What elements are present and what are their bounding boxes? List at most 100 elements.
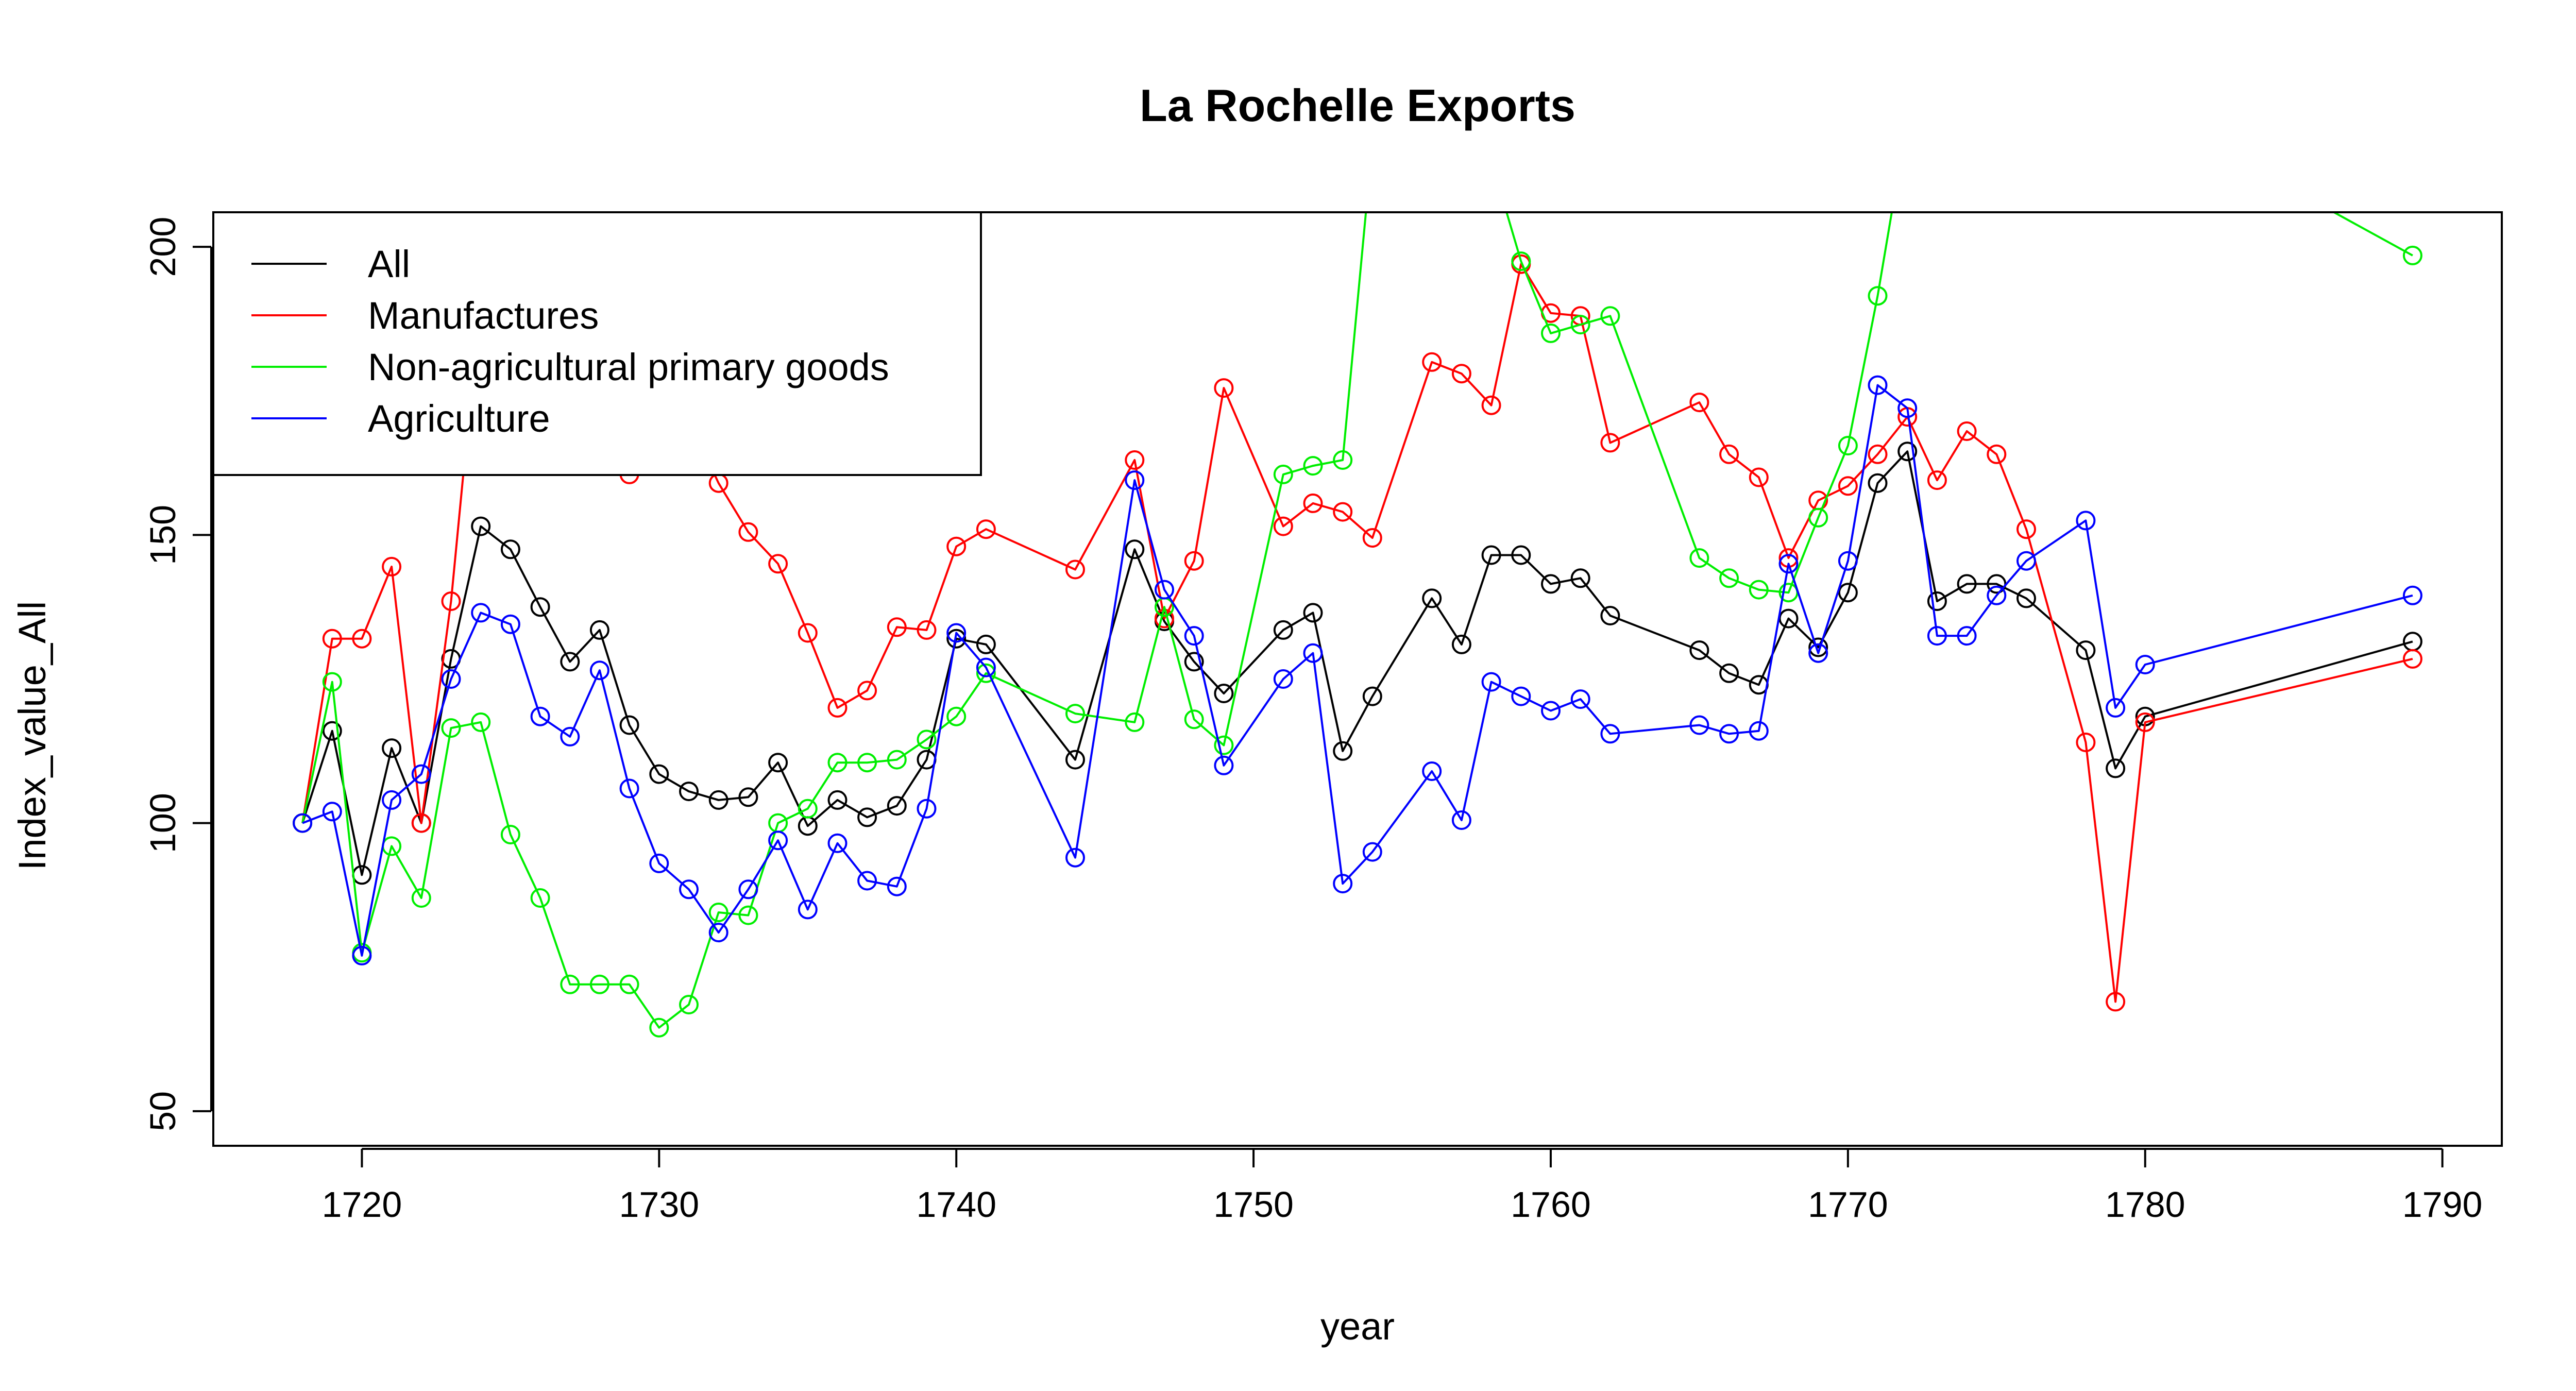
series-line xyxy=(302,384,2413,957)
x-tick-label: 1750 xyxy=(1213,1184,1294,1225)
y-tick-label: 100 xyxy=(143,793,183,853)
x-tick-label: 1770 xyxy=(1808,1184,1888,1225)
data-point xyxy=(352,629,372,649)
data-point xyxy=(471,516,491,536)
data-point xyxy=(1511,545,1531,565)
data-point xyxy=(857,807,877,827)
data-point xyxy=(1422,588,1442,608)
data-point xyxy=(1570,689,1590,709)
data-point xyxy=(2402,245,2422,265)
data-point xyxy=(1303,493,1323,513)
legend-box xyxy=(212,211,982,476)
data-point xyxy=(649,853,669,873)
data-point xyxy=(887,796,907,816)
data-point xyxy=(1451,364,1471,384)
data-point xyxy=(1303,643,1323,663)
data-point xyxy=(1600,606,1620,625)
data-point xyxy=(857,753,877,773)
legend: All Manufactures Non-agricultural primary … xyxy=(212,211,982,476)
data-point xyxy=(1719,568,1739,588)
data-point xyxy=(1868,444,1888,464)
data-point xyxy=(1927,626,1947,646)
data-point xyxy=(1184,626,1204,646)
data-point xyxy=(1928,8,1946,25)
data-point xyxy=(530,888,550,908)
data-point xyxy=(619,974,639,994)
data-point xyxy=(1838,436,1858,455)
data-point xyxy=(1481,672,1501,692)
data-point xyxy=(1719,663,1739,683)
data-point xyxy=(471,603,491,623)
data-point xyxy=(768,554,788,574)
data-point xyxy=(1214,378,1234,398)
data-point xyxy=(1333,502,1353,522)
data-point xyxy=(2106,992,2126,1012)
data-point xyxy=(2076,640,2096,660)
data-point xyxy=(1125,470,1145,490)
data-point xyxy=(1451,634,1471,654)
data-point xyxy=(1125,450,1145,470)
x-tick-label: 1760 xyxy=(1511,1184,1591,1225)
data-point xyxy=(2077,54,2094,71)
data-point xyxy=(1868,286,1888,306)
data-point xyxy=(1362,842,1382,862)
data-point xyxy=(649,1017,669,1038)
data-point xyxy=(500,539,520,559)
data-point xyxy=(1125,539,1145,559)
data-point xyxy=(1600,306,1620,326)
data-point xyxy=(708,790,728,810)
data-point xyxy=(1184,709,1204,730)
data-point xyxy=(532,192,549,210)
legend-label: All xyxy=(368,243,410,285)
data-point xyxy=(441,718,461,738)
x-tick-label: 1780 xyxy=(2105,1184,2185,1225)
data-point xyxy=(589,620,609,640)
legend-item: Agriculture xyxy=(251,397,550,440)
data-point xyxy=(1927,591,1947,611)
data-point xyxy=(768,830,788,851)
data-point xyxy=(322,721,342,741)
data-point xyxy=(2106,698,2126,718)
data-point xyxy=(1927,470,1947,490)
data-point xyxy=(917,730,937,750)
data-point xyxy=(530,706,550,726)
y-tick-label: 150 xyxy=(143,505,183,565)
legend-item: Manufactures xyxy=(251,294,599,337)
data-point xyxy=(1868,473,1888,493)
data-point xyxy=(382,738,402,758)
series-line xyxy=(301,212,2413,1029)
x-tick-label: 1730 xyxy=(619,1184,699,1225)
data-point xyxy=(738,787,758,807)
data-point xyxy=(500,614,520,634)
data-point xyxy=(1362,686,1382,706)
data-point xyxy=(352,945,372,965)
x-tick-label: 1720 xyxy=(322,1184,402,1225)
data-point xyxy=(1481,545,1501,565)
legend-label: Agriculture xyxy=(368,397,550,440)
data-point xyxy=(1868,375,1888,395)
data-point xyxy=(441,669,461,689)
data-point xyxy=(2135,712,2155,732)
x-axis-label: year xyxy=(1320,1305,1395,1348)
data-point xyxy=(1541,701,1561,721)
data-point xyxy=(798,799,818,819)
data-point xyxy=(1838,583,1858,603)
data-point xyxy=(1364,134,1381,152)
data-point xyxy=(1808,507,1828,528)
data-point xyxy=(1273,516,1293,536)
data-point xyxy=(560,652,580,672)
data-point xyxy=(1570,315,1590,335)
data-point xyxy=(1184,652,1204,672)
data-point xyxy=(441,591,461,611)
data-point xyxy=(411,764,431,784)
data-point xyxy=(917,799,937,819)
data-point xyxy=(1957,421,1977,441)
data-point xyxy=(322,802,342,822)
data-point xyxy=(1273,669,1293,689)
data-point xyxy=(1749,721,1769,741)
data-point xyxy=(1778,554,1799,574)
data-point xyxy=(679,782,699,802)
data-point xyxy=(619,778,639,799)
data-point xyxy=(322,672,342,692)
